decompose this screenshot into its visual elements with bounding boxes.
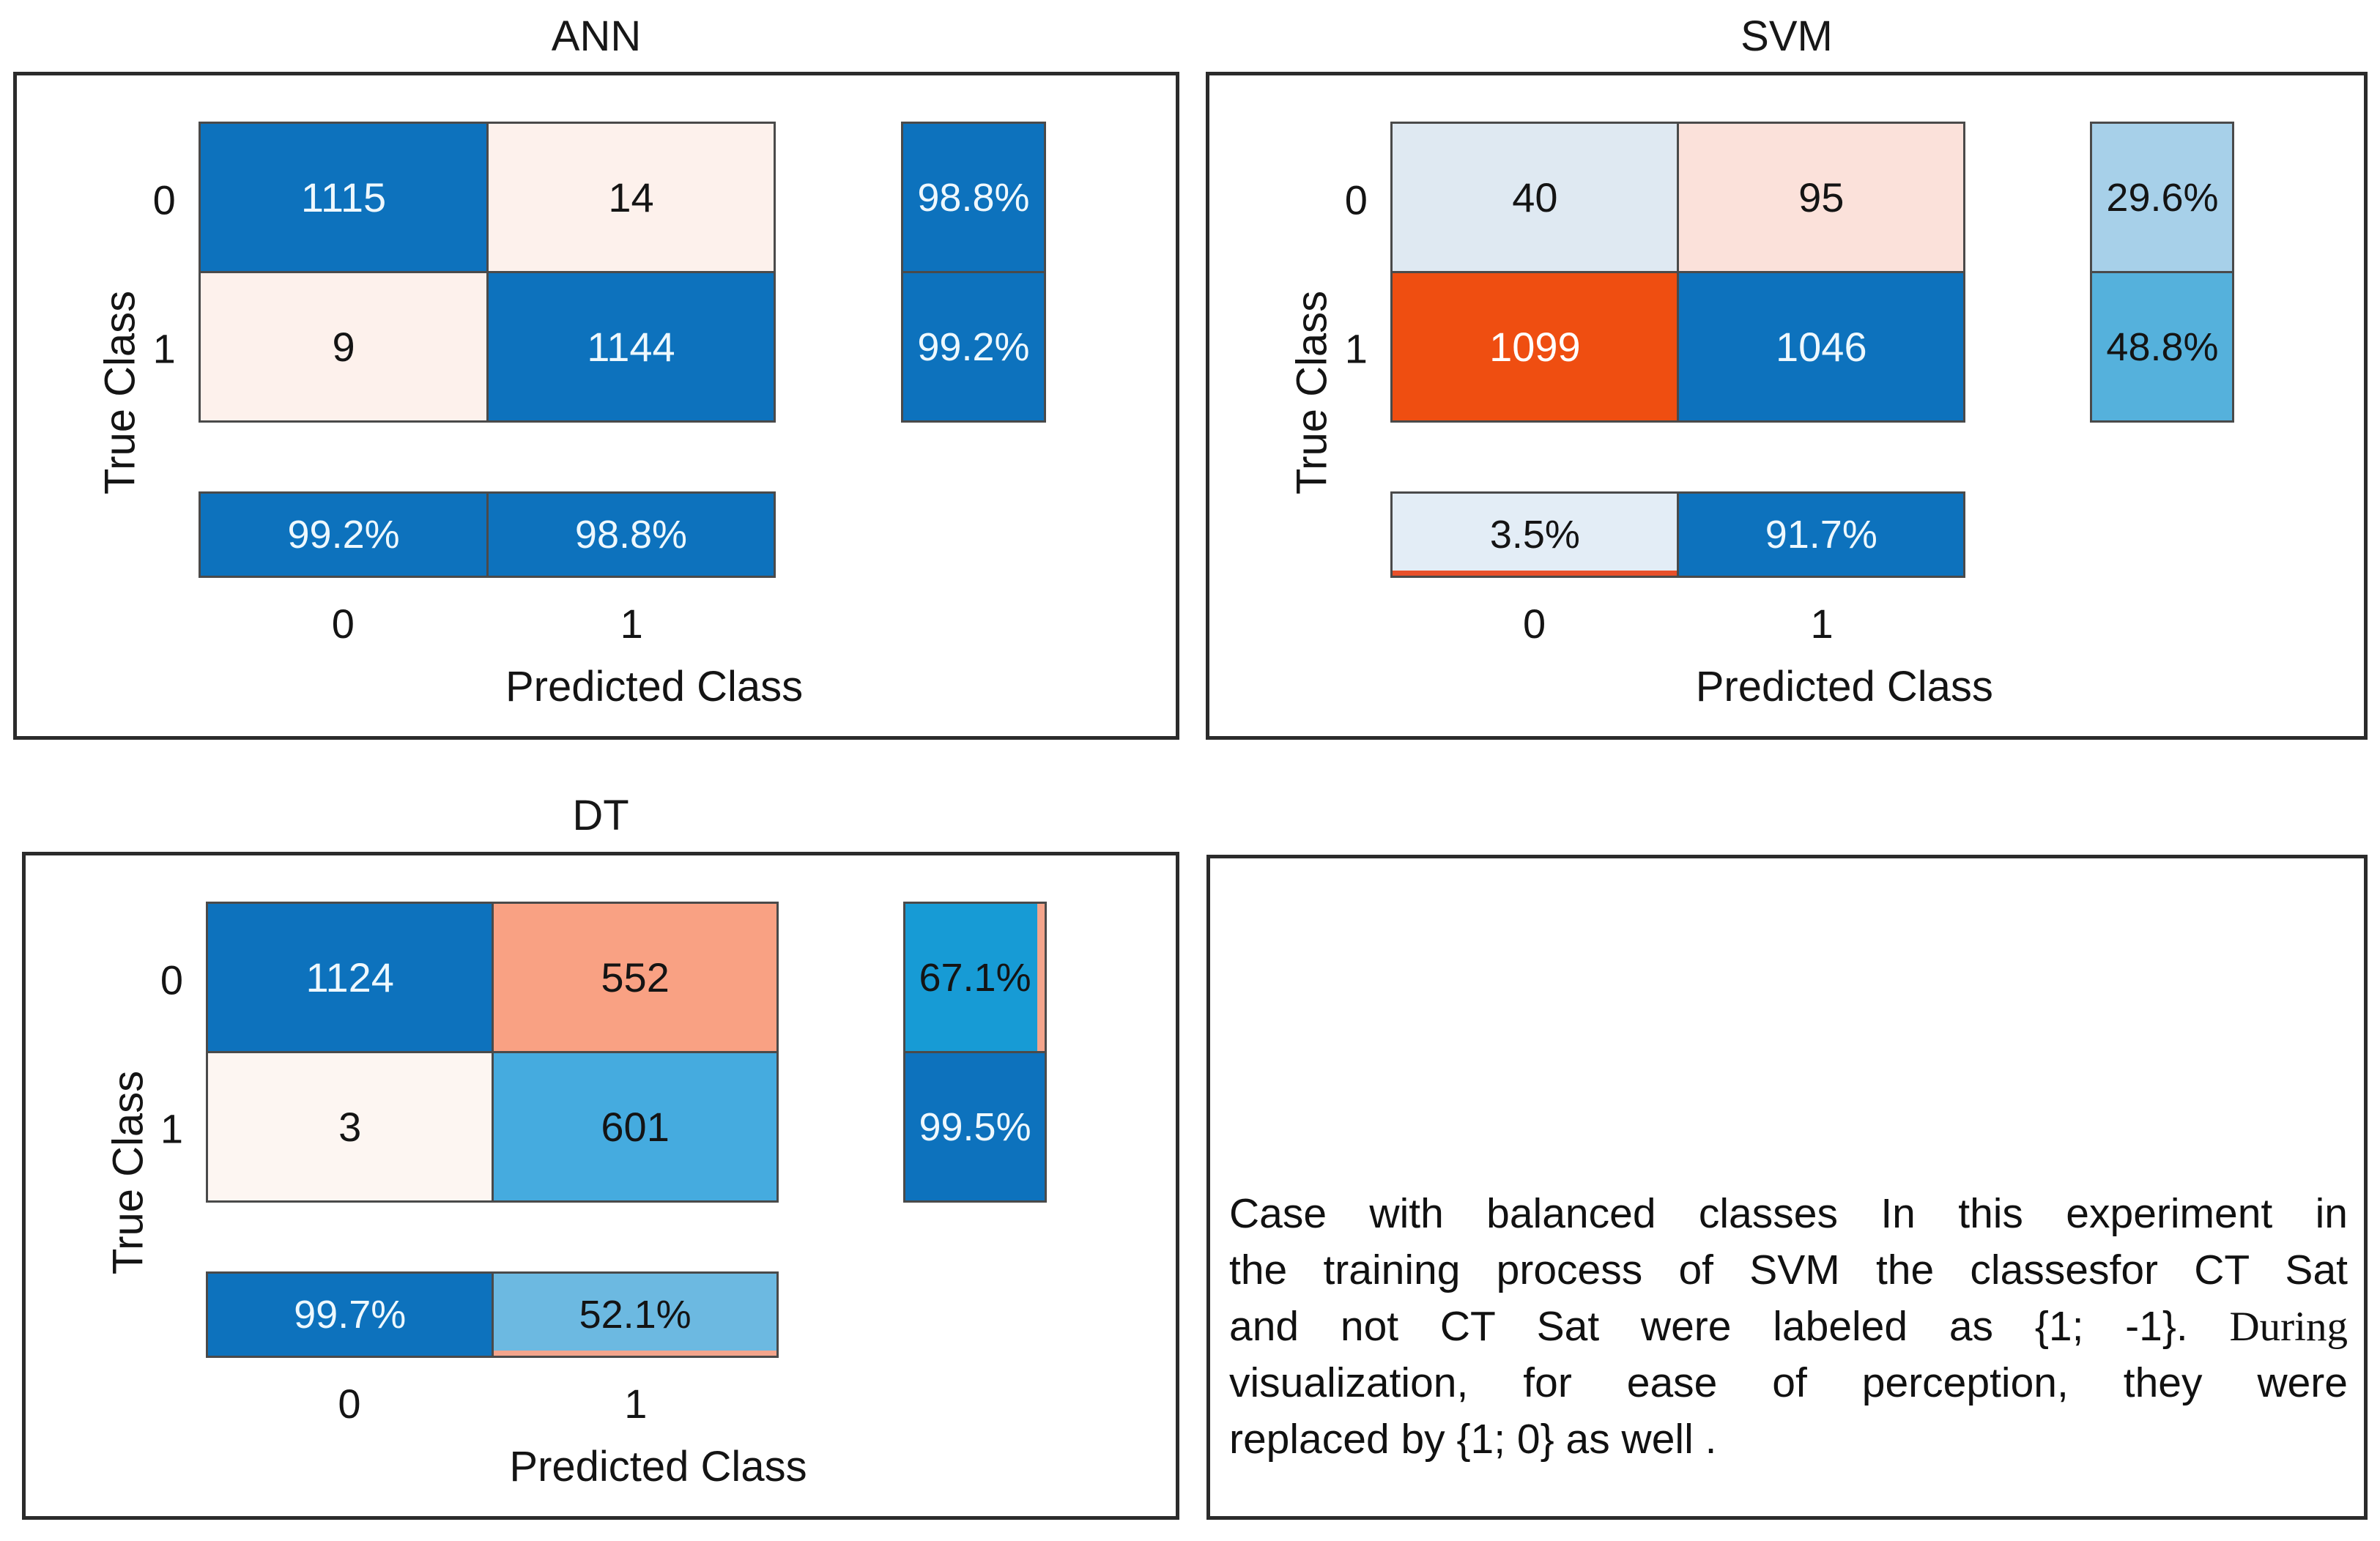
dt-matrix-cell-r0c1: 552 [493, 904, 777, 1052]
note-text: Case with balanced classes In this exper… [1229, 1186, 2348, 1468]
dt-row-summary-column: 67.1% 99.5% [902, 902, 1048, 1203]
svm-col-summary-0: 3.5% [1393, 494, 1678, 576]
svm-y-tick-1: 1 [1344, 325, 1368, 372]
panel-title-ann: ANN [551, 12, 642, 60]
cell-value: 3 [338, 1104, 362, 1151]
cell-value: 98.8% [574, 512, 688, 557]
cell-value: 3.5% [1489, 512, 1580, 557]
dt-matrix-cell-r0c0: 1124 [208, 904, 492, 1052]
note-line-3-serif: During [2229, 1304, 2348, 1350]
note-line-3-sans: and not CT Sat were labeled as {1; -1}. [1229, 1303, 2188, 1350]
dt-x-tick-0: 0 [338, 1381, 361, 1427]
ann-col-summary-0: 99.2% [201, 494, 486, 576]
cell-value: 1046 [1776, 324, 1867, 371]
ann-row-summary-column: 98.8% 99.2% [901, 122, 1046, 423]
cell-value: 29.6% [2106, 175, 2219, 220]
ann-matrix-cell-r1c1: 1144 [488, 273, 774, 421]
dt-y-axis-label: True Class [104, 1070, 152, 1275]
panel-title-dt: DT [572, 792, 629, 839]
note-line-2: the training process of SVM the classesf… [1229, 1247, 2348, 1293]
ann-column-summary-row: 99.2% 98.8% [199, 491, 776, 578]
svm-x-axis-label: Predicted Class [1695, 662, 1993, 710]
residual-strip [1393, 570, 1678, 576]
ann-matrix-cell-r0c0: 1115 [201, 124, 486, 272]
dt-confusion-chart-panel: True Class 0 1 1124 552 3 601 67.1% 99.5… [22, 852, 1179, 1520]
dt-x-axis-label: Predicted Class [509, 1442, 807, 1490]
cell-value: 1124 [305, 954, 394, 1001]
note-line-3: and not CT Sat were labeled as {1; -1}. … [1229, 1299, 2348, 1355]
ann-row-summary-1: 99.2% [903, 273, 1044, 421]
ann-matrix-cell-r0c1: 14 [488, 124, 774, 272]
cell-value: 9 [332, 324, 355, 371]
cell-value: 95 [1798, 174, 1845, 221]
ann-y-tick-0: 0 [152, 177, 176, 223]
cell-value: 67.1% [919, 955, 1031, 1000]
dt-y-tick-1: 1 [160, 1105, 184, 1152]
cell-value: 48.8% [2106, 324, 2219, 369]
svm-confusion-matrix: 40 95 1099 1046 [1390, 122, 1966, 423]
cell-value: 1115 [300, 174, 387, 221]
svm-y-axis-label: True Class [1288, 290, 1336, 495]
cell-value: 99.5% [919, 1104, 1031, 1149]
dt-row-summary-0: 67.1% [905, 904, 1045, 1052]
cell-value: 552 [601, 954, 670, 1001]
cell-value: 40 [1512, 174, 1558, 221]
cell-value: 99.7% [294, 1292, 407, 1337]
svm-column-summary-row: 3.5% 91.7% [1390, 491, 1966, 578]
svm-x-tick-1: 1 [1810, 601, 1834, 647]
ann-confusion-chart-panel: True Class 0 1 1115 14 9 1144 98.8% 99.2… [13, 72, 1179, 740]
svm-matrix-cell-r1c1: 1046 [1679, 273, 1964, 421]
panel-title-svm: SVM [1740, 12, 1833, 60]
ann-x-tick-0: 0 [331, 601, 355, 647]
ann-col-summary-1: 98.8% [488, 494, 774, 576]
dt-y-tick-0: 0 [160, 957, 184, 1003]
cell-value: 1099 [1489, 324, 1581, 371]
svm-y-tick-0: 0 [1344, 177, 1368, 223]
svm-confusion-chart-panel: True Class 0 1 40 95 1099 1046 29.6% 48.… [1206, 72, 2368, 740]
cell-value: 1144 [587, 324, 675, 371]
ann-x-axis-label: Predicted Class [505, 662, 804, 710]
svm-row-summary-column: 29.6% 48.8% [2090, 122, 2235, 423]
cell-value: 99.2% [917, 324, 1030, 369]
dt-x-tick-1: 1 [624, 1381, 648, 1427]
svm-matrix-cell-r1c0: 1099 [1393, 273, 1678, 421]
dt-matrix-cell-r1c1: 601 [493, 1053, 777, 1201]
svm-x-tick-0: 0 [1523, 601, 1546, 647]
dt-confusion-matrix: 1124 552 3 601 [206, 902, 779, 1203]
svm-matrix-cell-r0c0: 40 [1393, 124, 1678, 272]
residual-strip [1037, 904, 1045, 1052]
note-text-panel: Case with balanced classes In this exper… [1206, 855, 2368, 1520]
ann-y-axis-label: True Class [96, 290, 144, 495]
note-line-4: visualization, for ease of perception, t… [1229, 1359, 2348, 1406]
svm-matrix-cell-r0c1: 95 [1679, 124, 1964, 272]
residual-strip [493, 1350, 777, 1356]
cell-value: 98.8% [917, 175, 1030, 220]
dt-col-summary-1: 52.1% [493, 1274, 777, 1356]
ann-confusion-matrix: 1115 14 9 1144 [199, 122, 776, 423]
cell-value: 52.1% [579, 1292, 692, 1337]
ann-row-summary-0: 98.8% [903, 124, 1044, 272]
ann-y-tick-1: 1 [152, 325, 176, 372]
note-line-5: replaced by {1; 0} as well . [1229, 1416, 1717, 1463]
ann-x-tick-1: 1 [620, 601, 643, 647]
cell-value: 99.2% [287, 512, 400, 557]
cell-value: 601 [601, 1104, 670, 1151]
cell-value: 91.7% [1765, 512, 1877, 557]
svm-row-summary-0: 29.6% [2092, 124, 2233, 272]
svm-row-summary-1: 48.8% [2092, 273, 2233, 421]
svm-col-summary-1: 91.7% [1679, 494, 1964, 576]
ann-matrix-cell-r1c0: 9 [201, 273, 486, 421]
dt-column-summary-row: 99.7% 52.1% [206, 1271, 779, 1358]
dt-col-summary-0: 99.7% [208, 1274, 492, 1356]
dt-row-summary-1: 99.5% [905, 1053, 1045, 1201]
dt-matrix-cell-r1c0: 3 [208, 1053, 492, 1201]
cell-value: 14 [608, 174, 654, 221]
note-line-1: Case with balanced classes In this exper… [1229, 1190, 2348, 1237]
